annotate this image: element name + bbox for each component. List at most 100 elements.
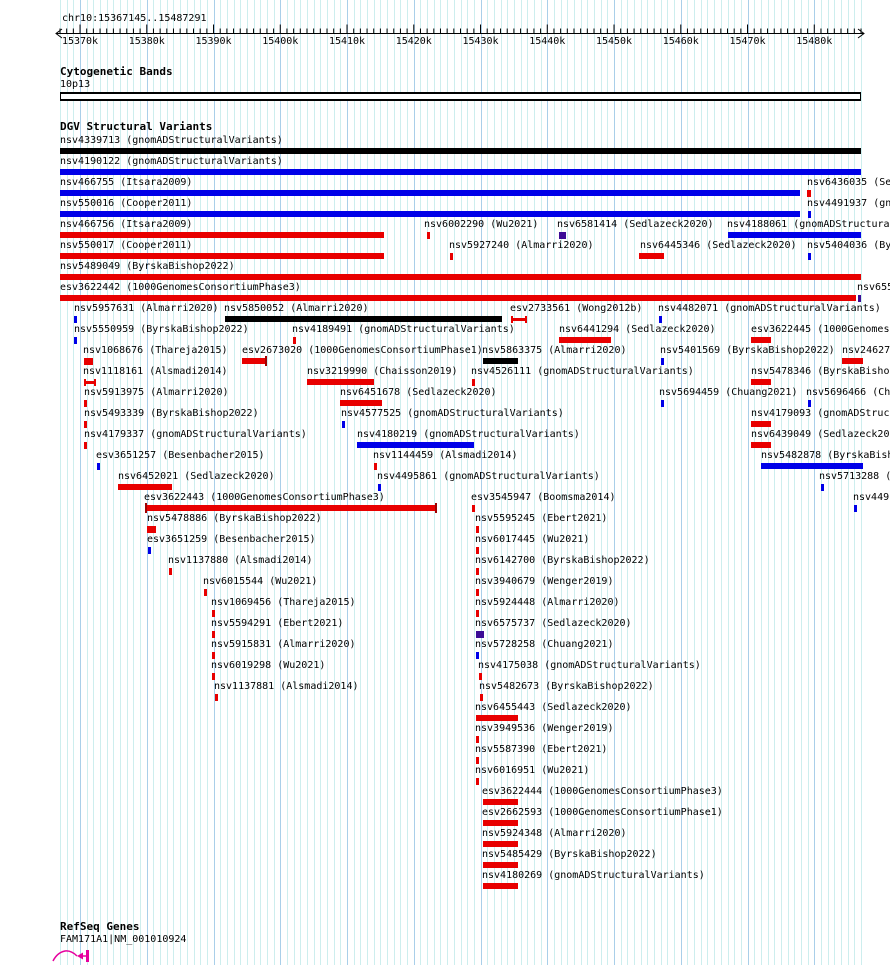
- variant-glyph-tick[interactable]: [342, 421, 345, 428]
- variant-glyph-tick[interactable]: [476, 610, 479, 617]
- variant-glyph-tick[interactable]: [212, 610, 215, 617]
- variant-label[interactable]: nsv5957631 (Almarri2020): [74, 303, 219, 314]
- variant-glyph-tick[interactable]: [74, 337, 77, 344]
- variant-glyph-tick[interactable]: [808, 211, 811, 218]
- variant-glyph-tick[interactable]: [374, 463, 377, 470]
- variant-glyph-tick[interactable]: [808, 253, 811, 260]
- variant-glyph-tick[interactable]: [293, 337, 296, 344]
- variant-label[interactable]: nsv4495861 (gnomADStructuralVariants): [377, 471, 600, 482]
- variant-glyph-tick[interactable]: [212, 652, 215, 659]
- variant-glyph-tick[interactable]: [212, 631, 215, 638]
- variant-glyph-square[interactable]: [559, 232, 566, 239]
- variant-label[interactable]: nsv6575737 (Sedlazeck2020): [475, 618, 632, 629]
- variant-label[interactable]: nsv6452021 (Sedlazeck2020): [118, 471, 275, 482]
- variant-label[interactable]: nsv449: [853, 492, 890, 503]
- variant-label[interactable]: nsv6581414 (Sedlazeck2020): [557, 219, 714, 230]
- variant-label[interactable]: esv3545947 (Boomsma2014): [471, 492, 616, 503]
- variant-label[interactable]: esv3622442 (1000GenomesConsortiumPhase3): [60, 282, 301, 293]
- variant-label[interactable]: nsv6436035 (Se: [807, 177, 890, 188]
- variant-label[interactable]: nsv1137881 (Alsmadi2014): [214, 681, 359, 692]
- variant-label[interactable]: nsv4339713 (gnomADStructuralVariants): [60, 135, 283, 146]
- variant-label[interactable]: nsv1069456 (Thareja2015): [211, 597, 356, 608]
- variant-glyph-hbar[interactable]: [84, 379, 96, 386]
- variant-label[interactable]: nsv5850052 (Almarri2020): [224, 303, 369, 314]
- variant-glyph-tick[interactable]: [204, 589, 207, 596]
- variant-label[interactable]: nsv5489049 (ByrskaBishop2022): [60, 261, 235, 272]
- variant-label[interactable]: nsv5493339 (ByrskaBishop2022): [84, 408, 259, 419]
- variant-label[interactable]: nsv5595245 (Ebert2021): [475, 513, 608, 524]
- variant-label[interactable]: nsv6445346 (Sedlazeck2020): [640, 240, 797, 251]
- variant-glyph-tick[interactable]: [84, 442, 87, 449]
- variant-glyph-bar[interactable]: [118, 484, 172, 490]
- variant-glyph-bar[interactable]: [639, 253, 664, 259]
- variant-glyph-barw[interactable]: [145, 503, 437, 513]
- variant-label[interactable]: nsv5594291 (Ebert2021): [211, 618, 344, 629]
- variant-glyph-bar[interactable]: [842, 358, 863, 364]
- variant-glyph-tick[interactable]: [659, 316, 662, 323]
- variant-glyph-bar[interactable]: [751, 379, 771, 385]
- variant-glyph-tick[interactable]: [476, 526, 479, 533]
- variant-label[interactable]: esv3622443 (1000GenomesConsortiumPhase3): [144, 492, 385, 503]
- variant-label[interactable]: nsv5587390 (Ebert2021): [475, 744, 608, 755]
- variant-label[interactable]: nsv24627: [842, 345, 890, 356]
- variant-glyph-bar[interactable]: [307, 379, 374, 385]
- variant-glyph-tick[interactable]: [476, 589, 479, 596]
- variant-glyph-tick[interactable]: [169, 568, 172, 575]
- variant-glyph-tick[interactable]: [427, 232, 430, 239]
- variant-glyph-square[interactable]: [84, 358, 93, 365]
- variant-glyph-bar[interactable]: [559, 337, 611, 343]
- variant-label[interactable]: nsv6455443 (Sedlazeck2020): [475, 702, 632, 713]
- variant-glyph-tick[interactable]: [84, 400, 87, 407]
- variant-glyph-bar[interactable]: [483, 841, 518, 847]
- variant-label[interactable]: nsv5927240 (Almarri2020): [449, 240, 594, 251]
- variant-glyph-hbar[interactable]: [511, 316, 527, 323]
- variant-label[interactable]: nsv4189491 (gnomADStructuralVariants): [292, 324, 515, 335]
- variant-glyph-tick[interactable]: [476, 778, 479, 785]
- variant-glyph-tick[interactable]: [807, 190, 811, 197]
- variant-glyph-tick[interactable]: [661, 358, 664, 365]
- variant-glyph-tick[interactable]: [476, 757, 479, 764]
- variant-label[interactable]: nsv466755 (Itsara2009): [60, 177, 193, 188]
- variant-label[interactable]: nsv4180269 (gnomADStructuralVariants): [482, 870, 705, 881]
- variant-glyph-tick[interactable]: [97, 463, 100, 470]
- variant-label[interactable]: nsv4526111 (gnomADStructuralVariants): [471, 366, 694, 377]
- variant-label[interactable]: esv2662593 (1000GenomesConsortiumPhase1): [482, 807, 723, 818]
- variant-label[interactable]: nsv6016951 (Wu2021): [475, 765, 590, 776]
- variant-glyph-tick[interactable]: [854, 505, 857, 512]
- variant-glyph-bar[interactable]: [60, 211, 800, 217]
- variant-label[interactable]: nsv466756 (Itsara2009): [60, 219, 193, 230]
- variant-label[interactable]: nsv6441294 (Sedlazeck2020): [559, 324, 716, 335]
- refseq-gene-glyph[interactable]: [50, 946, 95, 965]
- variant-glyph-tick[interactable]: [212, 673, 215, 680]
- variant-glyph-barwr[interactable]: [242, 356, 267, 366]
- variant-glyph-bar[interactable]: [483, 358, 518, 364]
- variant-label[interactable]: nsv5401569 (ByrskaBishop2022): [660, 345, 835, 356]
- variant-label[interactable]: nsv655: [857, 282, 890, 293]
- variant-label[interactable]: nsv5915831 (Almarri2020): [211, 639, 356, 650]
- variant-glyph-bar[interactable]: [728, 232, 861, 238]
- variant-glyph-bar[interactable]: [751, 442, 771, 448]
- variant-label[interactable]: nsv5863375 (Almarri2020): [482, 345, 627, 356]
- cytoband-glyph[interactable]: [60, 92, 861, 101]
- variant-glyph-tick[interactable]: [476, 547, 479, 554]
- variant-label[interactable]: nsv6451678 (Sedlazeck2020): [340, 387, 497, 398]
- variant-glyph-tick[interactable]: [661, 400, 664, 407]
- variant-label[interactable]: nsv3940679 (Wenger2019): [475, 576, 614, 587]
- variant-label[interactable]: nsv5485429 (ByrskaBishop2022): [482, 849, 657, 860]
- variant-label[interactable]: nsv1144459 (Alsmadi2014): [373, 450, 518, 461]
- variant-glyph-tick[interactable]: [148, 547, 151, 554]
- variant-glyph-square[interactable]: [476, 631, 484, 638]
- variant-label[interactable]: nsv6015544 (Wu2021): [203, 576, 318, 587]
- variant-label[interactable]: nsv5482673 (ByrskaBishop2022): [479, 681, 654, 692]
- variant-label[interactable]: nsv4188061 (gnomADStructura: [727, 219, 890, 230]
- variant-glyph-bar[interactable]: [751, 337, 771, 343]
- variant-label[interactable]: nsv1137880 (Alsmadi2014): [168, 555, 313, 566]
- variant-glyph-bar[interactable]: [751, 421, 771, 427]
- variant-label[interactable]: nsv5924448 (Almarri2020): [475, 597, 620, 608]
- variant-label[interactable]: nsv6002290 (Wu2021): [424, 219, 539, 230]
- variant-glyph-bar[interactable]: [60, 232, 384, 238]
- variant-glyph-tick[interactable]: [476, 652, 479, 659]
- variant-label[interactable]: nsv5728258 (Chuang2021): [475, 639, 614, 650]
- variant-label[interactable]: nsv4180219 (gnomADStructuralVariants): [357, 429, 580, 440]
- variant-label[interactable]: esv3622444 (1000GenomesConsortiumPhase3): [482, 786, 723, 797]
